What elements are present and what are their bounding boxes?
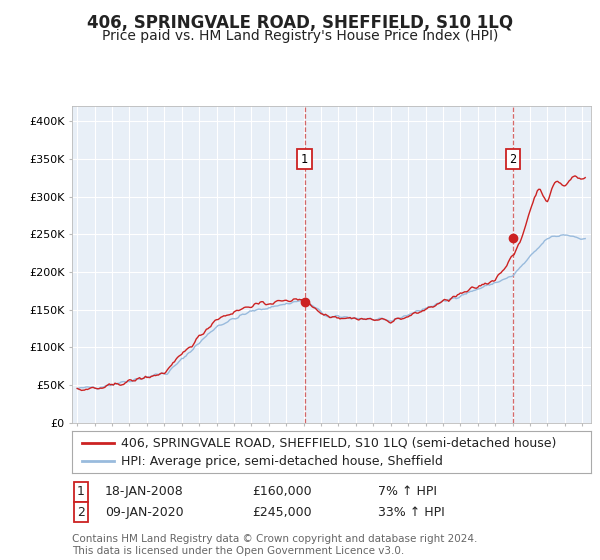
- Text: Contains HM Land Registry data © Crown copyright and database right 2024.
This d: Contains HM Land Registry data © Crown c…: [72, 534, 478, 556]
- Text: Price paid vs. HM Land Registry's House Price Index (HPI): Price paid vs. HM Land Registry's House …: [102, 29, 498, 43]
- Text: £160,000: £160,000: [252, 485, 311, 498]
- Text: 7% ↑ HPI: 7% ↑ HPI: [378, 485, 437, 498]
- Text: HPI: Average price, semi-detached house, Sheffield: HPI: Average price, semi-detached house,…: [121, 455, 443, 468]
- Text: 2: 2: [509, 153, 517, 166]
- Text: £245,000: £245,000: [252, 506, 311, 519]
- Text: 1: 1: [77, 485, 85, 498]
- Text: 33% ↑ HPI: 33% ↑ HPI: [378, 506, 445, 519]
- Text: 18-JAN-2008: 18-JAN-2008: [105, 485, 184, 498]
- Text: 09-JAN-2020: 09-JAN-2020: [105, 506, 184, 519]
- Text: 406, SPRINGVALE ROAD, SHEFFIELD, S10 1LQ: 406, SPRINGVALE ROAD, SHEFFIELD, S10 1LQ: [87, 14, 513, 32]
- Text: 2: 2: [77, 506, 85, 519]
- Text: 1: 1: [301, 153, 308, 166]
- Text: 406, SPRINGVALE ROAD, SHEFFIELD, S10 1LQ (semi-detached house): 406, SPRINGVALE ROAD, SHEFFIELD, S10 1LQ…: [121, 436, 557, 450]
